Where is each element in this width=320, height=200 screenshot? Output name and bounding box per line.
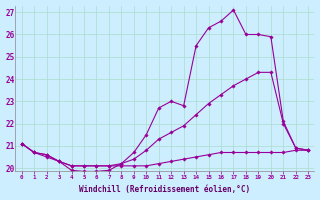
X-axis label: Windchill (Refroidissement éolien,°C): Windchill (Refroidissement éolien,°C) (79, 185, 251, 194)
